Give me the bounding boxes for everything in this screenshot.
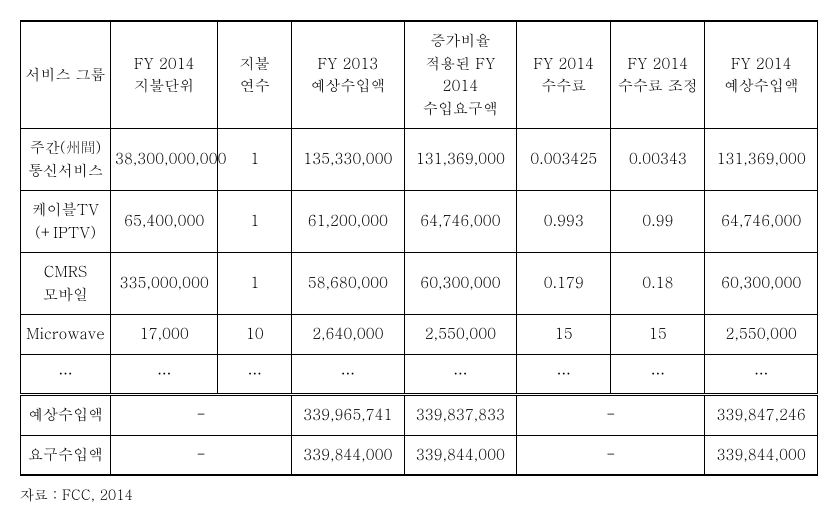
cell: 0.99 bbox=[611, 191, 705, 253]
header-row: 서비스 그룹 FY 2014 지불단위 지불 연수 FY 2013 예상수입액 … bbox=[21, 21, 818, 129]
cell: … bbox=[404, 354, 517, 395]
cell: 2,640,000 bbox=[292, 315, 405, 355]
cell: 1 bbox=[218, 191, 292, 253]
cell: 60,300,000 bbox=[404, 253, 517, 315]
cell: 15 bbox=[611, 315, 705, 355]
table-row: 케이블TV (+IPTV) 65,400,000 1 61,200,000 64… bbox=[21, 191, 818, 253]
cell: Microwave bbox=[21, 315, 111, 355]
source-citation: 자료 : FCC, 2014 bbox=[20, 484, 818, 504]
col-fy2014-revenue: FY 2014 예상수입액 bbox=[705, 21, 818, 129]
fee-table: 서비스 그룹 FY 2014 지불단위 지불 연수 FY 2013 예상수입액 … bbox=[20, 20, 818, 476]
cell: 335,000,000 bbox=[111, 253, 218, 315]
summary-dash: - bbox=[111, 435, 292, 475]
cell: 38,300,000,000 bbox=[111, 129, 218, 191]
cell: 0.18 bbox=[611, 253, 705, 315]
summary-cell: 339,844,000 bbox=[404, 435, 517, 475]
cell: … bbox=[517, 354, 611, 395]
summary-row: 요구수입액 - 339,844,000 339,844,000 - 339,84… bbox=[21, 435, 818, 475]
cell: 0.003425 bbox=[517, 129, 611, 191]
cell: 15 bbox=[517, 315, 611, 355]
cell: 64,746,000 bbox=[705, 191, 818, 253]
cell: 1 bbox=[218, 253, 292, 315]
summary-dash: - bbox=[517, 435, 705, 475]
cell: 10 bbox=[218, 315, 292, 355]
table-row: CMRS 모바일 335,000,000 1 58,680,000 60,300… bbox=[21, 253, 818, 315]
cell: 131,369,000 bbox=[705, 129, 818, 191]
cell: 65,400,000 bbox=[111, 191, 218, 253]
summary-cell: 339,847,246 bbox=[705, 395, 818, 436]
summary-row: 예상수입액 - 339,965,741 339,837,833 - 339,84… bbox=[21, 395, 818, 436]
cell: 135,330,000 bbox=[292, 129, 405, 191]
col-fy2014-unit: FY 2014 지불단위 bbox=[111, 21, 218, 129]
summary-label: 예상수입액 bbox=[21, 395, 111, 436]
col-fy2014-fee: FY 2014 수수료 bbox=[517, 21, 611, 129]
cell: 131,369,000 bbox=[404, 129, 517, 191]
summary-cell: 339,837,833 bbox=[404, 395, 517, 436]
cell: CMRS 모바일 bbox=[21, 253, 111, 315]
summary-cell: 339,844,000 bbox=[292, 435, 405, 475]
col-fy2013-revenue: FY 2013 예상수입액 bbox=[292, 21, 405, 129]
summary-cell: 339,844,000 bbox=[705, 435, 818, 475]
cell: 60,300,000 bbox=[705, 253, 818, 315]
cell: 케이블TV (+IPTV) bbox=[21, 191, 111, 253]
cell: … bbox=[21, 354, 111, 395]
cell: … bbox=[705, 354, 818, 395]
col-fy2014-adjusted: 증가비율 적용된 FY 2014 수입요구액 bbox=[404, 21, 517, 129]
cell: 17,000 bbox=[111, 315, 218, 355]
cell: 2,550,000 bbox=[705, 315, 818, 355]
cell: 0.993 bbox=[517, 191, 611, 253]
cell: 0.00343 bbox=[611, 129, 705, 191]
table-row: … … … … … … … … bbox=[21, 354, 818, 395]
summary-dash: - bbox=[111, 395, 292, 436]
summary-dash: - bbox=[517, 395, 705, 436]
col-fy2014-fee-adj: FY 2014 수수료 조정 bbox=[611, 21, 705, 129]
cell: … bbox=[611, 354, 705, 395]
table-row: Microwave 17,000 10 2,640,000 2,550,000 … bbox=[21, 315, 818, 355]
table-row: 주간(州間) 통신서비스 38,300,000,000 1 135,330,00… bbox=[21, 129, 818, 191]
cell: 주간(州間) 통신서비스 bbox=[21, 129, 111, 191]
summary-label: 요구수입액 bbox=[21, 435, 111, 475]
cell: … bbox=[292, 354, 405, 395]
cell: 64,746,000 bbox=[404, 191, 517, 253]
col-service-group: 서비스 그룹 bbox=[21, 21, 111, 129]
summary-cell: 339,965,741 bbox=[292, 395, 405, 436]
cell: 1 bbox=[218, 129, 292, 191]
cell: 2,550,000 bbox=[404, 315, 517, 355]
cell: … bbox=[218, 354, 292, 395]
cell: 58,680,000 bbox=[292, 253, 405, 315]
cell: 0.179 bbox=[517, 253, 611, 315]
col-payment-years: 지불 연수 bbox=[218, 21, 292, 129]
cell: … bbox=[111, 354, 218, 395]
cell: 61,200,000 bbox=[292, 191, 405, 253]
